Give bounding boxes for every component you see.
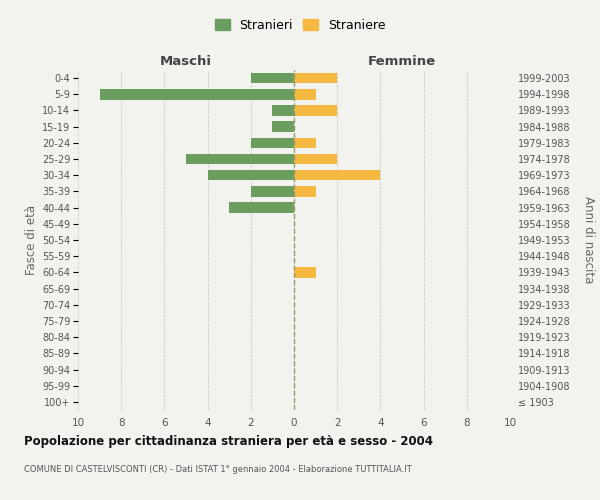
Text: COMUNE DI CASTELVISCONTI (CR) - Dati ISTAT 1° gennaio 2004 - Elaborazione TUTTIT: COMUNE DI CASTELVISCONTI (CR) - Dati IST… <box>24 465 412 474</box>
Bar <box>272 122 294 132</box>
Bar <box>208 170 294 180</box>
Legend: Stranieri, Straniere: Stranieri, Straniere <box>212 16 388 34</box>
Text: Femmine: Femmine <box>368 56 436 68</box>
Bar <box>294 186 316 196</box>
Bar <box>272 105 294 116</box>
Bar <box>294 170 380 180</box>
Y-axis label: Anni di nascita: Anni di nascita <box>581 196 595 284</box>
Bar <box>294 267 316 278</box>
Bar <box>294 73 337 84</box>
Y-axis label: Fasce di età: Fasce di età <box>25 205 38 275</box>
Bar <box>251 73 294 84</box>
Bar <box>294 105 337 116</box>
Bar <box>251 186 294 196</box>
Bar <box>294 154 337 164</box>
Bar <box>294 89 316 100</box>
Text: Popolazione per cittadinanza straniera per età e sesso - 2004: Popolazione per cittadinanza straniera p… <box>24 435 433 448</box>
Bar <box>294 138 316 148</box>
Bar <box>251 138 294 148</box>
Bar <box>229 202 294 213</box>
Text: Maschi: Maschi <box>160 56 212 68</box>
Bar <box>100 89 294 100</box>
Bar <box>186 154 294 164</box>
